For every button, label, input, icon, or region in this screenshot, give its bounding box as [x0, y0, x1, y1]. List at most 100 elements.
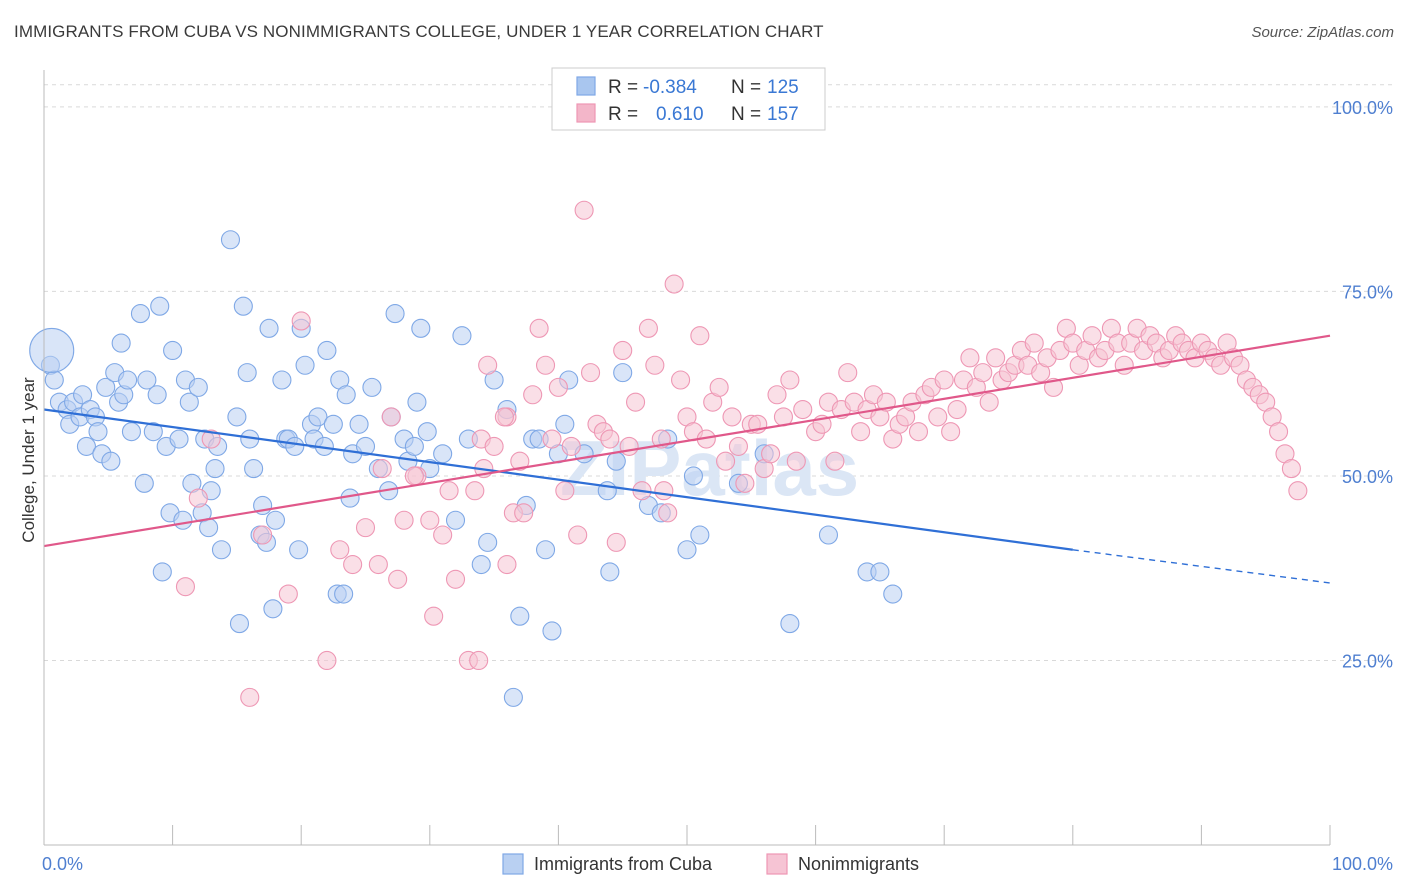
- data-point: [484, 436, 504, 456]
- data-point: [73, 385, 93, 405]
- data-point: [535, 355, 556, 375]
- data-point: [404, 466, 424, 486]
- data-point: [199, 518, 219, 538]
- data-point: [323, 414, 343, 434]
- data-point: [349, 414, 369, 434]
- data-point: [385, 304, 405, 324]
- data-point: [205, 459, 225, 479]
- data-point: [1082, 326, 1102, 346]
- data-point: [143, 422, 163, 442]
- data-point: [973, 363, 993, 383]
- data-point: [568, 525, 588, 545]
- data-point: [237, 363, 257, 383]
- y-tick-label: 75.0%: [1342, 282, 1393, 302]
- stats-box-frame: [551, 67, 826, 131]
- data-point: [761, 444, 781, 464]
- data-point: [88, 422, 108, 442]
- data-point: [152, 562, 172, 582]
- data-point: [394, 510, 414, 530]
- data-point: [263, 599, 283, 619]
- data-point: [130, 304, 150, 324]
- data-point: [555, 414, 575, 434]
- data-point: [465, 481, 485, 501]
- stats-r-label-2: R =: [608, 104, 638, 125]
- data-point: [336, 385, 356, 405]
- legend-swatch-nonimmigrants: [766, 853, 788, 875]
- data-point: [986, 348, 1006, 368]
- data-point: [709, 377, 729, 397]
- data-point: [645, 355, 665, 375]
- y-tick-labels: 25.0% 50.0% 75.0% 100.0%: [1332, 98, 1393, 672]
- data-point: [613, 340, 633, 361]
- data-point: [355, 436, 376, 456]
- data-point: [188, 377, 208, 397]
- data-point: [503, 687, 523, 707]
- y-tick-label: 25.0%: [1342, 651, 1393, 671]
- data-point: [947, 399, 967, 420]
- data-point: [941, 422, 961, 442]
- data-point: [259, 318, 279, 338]
- legend-swatch-immigrants: [502, 853, 524, 875]
- data-point: [407, 392, 427, 412]
- chart-source: Source: ZipAtlas.com: [1251, 24, 1394, 41]
- data-point: [439, 481, 459, 501]
- data-point: [561, 436, 581, 456]
- data-point: [728, 436, 748, 456]
- data-point: [523, 385, 543, 405]
- data-point: [147, 385, 167, 405]
- data-point: [76, 436, 96, 456]
- data-point: [388, 569, 408, 589]
- data-point: [240, 687, 260, 707]
- data-point: [548, 377, 568, 397]
- data-point: [818, 525, 839, 545]
- data-point: [780, 370, 800, 390]
- x-tick-label: 0.0%: [42, 854, 83, 874]
- data-point: [272, 370, 292, 390]
- data-point: [411, 318, 431, 338]
- legend-label-nonimmigrants: Nonimmigrants: [798, 854, 919, 874]
- data-point: [494, 407, 514, 427]
- data-point: [368, 554, 388, 575]
- data-point: [979, 392, 999, 412]
- x-tick-labels: 0.0% 100.0%: [42, 854, 1393, 874]
- data-point: [613, 363, 633, 383]
- data-point: [169, 429, 189, 449]
- data-point: [1024, 333, 1044, 353]
- data-point: [173, 510, 193, 530]
- data-point: [1288, 481, 1308, 501]
- data-point: [445, 569, 466, 589]
- data-point: [404, 436, 424, 456]
- series-nonimmigrants: [175, 200, 1308, 707]
- trend-lines: [43, 334, 1331, 584]
- data-point: [29, 327, 75, 374]
- data-point: [96, 377, 116, 397]
- data-point: [291, 311, 311, 331]
- data-point: [535, 540, 556, 560]
- y-axis-title: College, Under 1 year: [19, 377, 38, 543]
- data-point: [44, 370, 64, 390]
- data-point: [478, 532, 498, 552]
- data-point: [1269, 422, 1289, 442]
- data-point: [424, 606, 444, 626]
- data-point: [445, 510, 466, 530]
- data-point: [372, 459, 392, 479]
- legend: Immigrants from Cuba Nonimmigrants: [502, 853, 919, 875]
- data-point: [580, 363, 601, 383]
- stats-r-label-1: R =: [608, 77, 638, 98]
- data-point: [928, 407, 948, 427]
- axes: [43, 70, 1331, 846]
- data-point: [883, 584, 903, 604]
- data-point: [289, 540, 309, 560]
- data-point: [722, 407, 742, 427]
- data-point: [111, 333, 131, 353]
- data-point: [163, 340, 183, 361]
- data-point: [677, 540, 697, 560]
- data-point: [137, 370, 157, 390]
- data-point: [362, 377, 382, 397]
- data-point: [278, 584, 298, 604]
- data-point: [626, 392, 646, 412]
- data-point: [150, 296, 170, 316]
- stats-r-value-1: -0.384: [643, 77, 697, 98]
- data-point: [253, 525, 273, 545]
- data-point: [638, 318, 658, 338]
